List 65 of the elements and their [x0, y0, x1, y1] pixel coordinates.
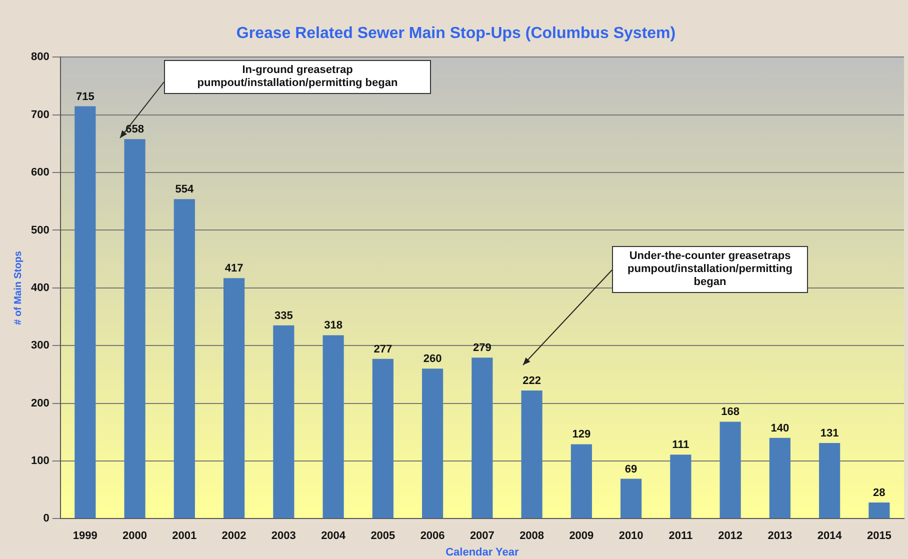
- data-label: 318: [324, 320, 342, 332]
- x-tick-label: 2003: [271, 530, 296, 542]
- x-tick-label: 2010: [618, 530, 644, 542]
- y-tick-label: 400: [30, 282, 50, 294]
- x-tick-label: 2015: [866, 530, 892, 542]
- data-label: 69: [624, 463, 638, 476]
- bar: [124, 139, 146, 518]
- x-tick-label: 2013: [768, 530, 792, 542]
- data-label: 28: [873, 486, 886, 499]
- y-tick-label: 100: [30, 454, 50, 467]
- bar: [224, 278, 245, 518]
- data-label: 222: [522, 375, 541, 388]
- callout-box: In-ground greasetrap pumpout/installation/permitting began: [164, 60, 431, 94]
- y-tick-label: 500: [30, 224, 50, 236]
- bar: [720, 422, 741, 518]
- bar: [769, 438, 790, 518]
- x-tick-label: 2001: [172, 530, 197, 542]
- bar: [521, 390, 542, 518]
- data-label: 277: [374, 343, 392, 356]
- x-tick-label: 2005: [370, 530, 396, 542]
- data-label: 335: [274, 310, 293, 322]
- bar: [819, 443, 840, 518]
- data-label: 168: [721, 406, 740, 418]
- bar: [74, 106, 96, 518]
- bar: [472, 358, 493, 518]
- x-tick-label: 2006: [420, 530, 445, 542]
- bar: [322, 335, 344, 518]
- y-tick-label: 0: [43, 512, 50, 525]
- x-tick-label: 2002: [222, 530, 246, 542]
- data-label: 554: [175, 184, 194, 196]
- bar: [372, 358, 394, 518]
- chart-title: Grease Related Sewer Main Stop-Ups (Columbus System): [236, 25, 676, 42]
- data-label: 260: [423, 353, 442, 366]
- y-tick-label: 800: [30, 51, 50, 64]
- y-tick-label: 300: [30, 340, 50, 352]
- y-axis-title: # of Main Stops: [12, 250, 24, 325]
- bar: [174, 199, 195, 518]
- data-label: 279: [472, 342, 492, 354]
- y-tick-label: 200: [30, 397, 50, 410]
- x-tick-label: 2012: [718, 530, 743, 542]
- data-label: 131: [820, 428, 839, 440]
- y-tick-label: 700: [30, 108, 50, 121]
- x-tick-label: 2004: [321, 530, 346, 542]
- x-tick-label: 1999: [72, 530, 98, 542]
- bar: [670, 454, 692, 518]
- x-tick-label: 2011: [668, 530, 693, 542]
- data-label: 417: [224, 262, 244, 275]
- data-label: 658: [126, 124, 144, 136]
- callout-box: Under-the-counter greasetraps pumpout/installation/permitting began: [612, 246, 808, 293]
- x-tick-label: 2007: [470, 530, 494, 542]
- data-label: 140: [770, 422, 790, 434]
- bar: [570, 444, 592, 518]
- bar: [620, 478, 642, 518]
- x-tick-label: 2008: [520, 530, 544, 542]
- bar: [422, 368, 444, 518]
- bar: [868, 502, 890, 518]
- bar: [273, 325, 294, 518]
- x-tick-label: 2009: [569, 530, 594, 542]
- data-label: 715: [76, 90, 94, 103]
- x-tick-label: 2000: [122, 530, 148, 542]
- x-tick-label: 2014: [817, 530, 843, 542]
- data-label: 111: [672, 439, 690, 452]
- x-axis-title: Calendar Year: [446, 546, 520, 558]
- y-tick-label: 600: [30, 166, 50, 179]
- data-label: 129: [572, 428, 591, 441]
